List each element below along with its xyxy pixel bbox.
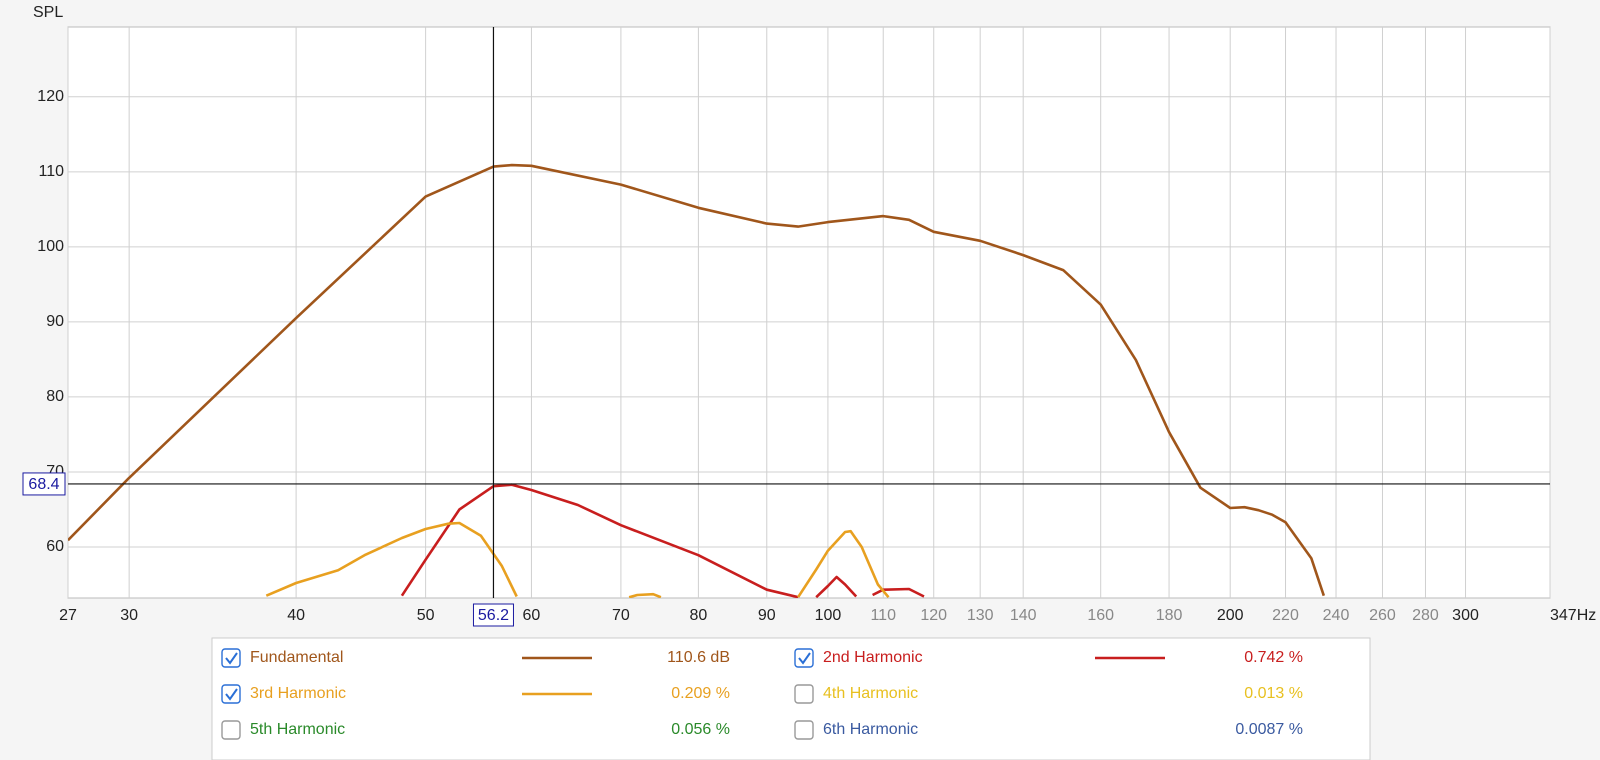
- x-tick-label: 140: [1010, 607, 1037, 624]
- x-tick-label: 240: [1323, 607, 1350, 624]
- x-tick-label: 27: [59, 607, 77, 624]
- y-tick-label: 120: [37, 88, 64, 105]
- series-line: [265, 521, 890, 598]
- legend-readout: 0.742 %: [1244, 649, 1303, 666]
- cursor-y-box: [22, 472, 66, 496]
- x-tick-label: 260: [1369, 607, 1396, 624]
- series-line: [68, 163, 1326, 597]
- x-tick-label: 160: [1087, 607, 1114, 624]
- x-tick-label: 280: [1412, 607, 1439, 624]
- x-tick-label: 90: [758, 607, 776, 624]
- legend-readout: 0.209 %: [671, 685, 730, 702]
- legend-checkbox[interactable]: [221, 648, 241, 668]
- legend-readout: 110.6 dB: [667, 649, 730, 666]
- checkbox-check: [225, 652, 238, 665]
- checkbox-box: [794, 648, 814, 668]
- legend-readout: 0.013 %: [1244, 685, 1303, 702]
- legend-name: 5th Harmonic: [250, 721, 345, 738]
- plot-lines: [68, 163, 1326, 598]
- x-tick-label: 300: [1452, 607, 1479, 624]
- legend-name: 6th Harmonic: [823, 721, 918, 738]
- x-tick-label: 120: [920, 607, 947, 624]
- legend-name: 2nd Harmonic: [823, 649, 923, 666]
- y-tick-label: 110: [38, 163, 64, 180]
- checkbox-check: [225, 688, 238, 701]
- checkbox-box: [221, 648, 241, 668]
- checkbox-check: [798, 652, 811, 665]
- x-tick-label: 30: [120, 607, 138, 624]
- y-tick-label: 100: [37, 238, 64, 255]
- legend-name: 4th Harmonic: [823, 685, 918, 702]
- y-axis-label: SPL: [33, 4, 63, 21]
- x-tick-label: 70: [612, 607, 630, 624]
- series-line: [400, 483, 925, 598]
- legend-readout: 0.056 %: [671, 721, 730, 738]
- cursor-x-box: [472, 603, 514, 627]
- y-tick-label: 90: [46, 313, 64, 330]
- legend-panel: [211, 637, 1371, 760]
- x-tick-label: 130: [967, 607, 994, 624]
- checkbox-box: [794, 720, 814, 740]
- x-tick-label: 220: [1272, 607, 1299, 624]
- checkbox-box: [221, 720, 241, 740]
- y-tick-label: 60: [46, 538, 64, 555]
- legend-name: Fundamental: [250, 649, 343, 666]
- legend-readout: 0.0087 %: [1235, 721, 1303, 738]
- legend-checkbox[interactable]: [794, 684, 814, 704]
- legend-name: 3rd Harmonic: [250, 685, 346, 702]
- legend-checkbox[interactable]: [221, 684, 241, 704]
- x-tick-label: 80: [690, 607, 708, 624]
- x-tick-label: 100: [815, 607, 842, 624]
- legend-checkbox[interactable]: [794, 720, 814, 740]
- cursor-x-label: 56.2: [478, 607, 509, 624]
- x-tick-label: 347Hz: [1550, 607, 1596, 624]
- plot-area: [67, 26, 1551, 599]
- x-tick-label: 50: [417, 607, 435, 624]
- cursor-y-label: 68.4: [28, 476, 59, 493]
- checkbox-box: [221, 684, 241, 704]
- legend-checkbox[interactable]: [221, 720, 241, 740]
- y-tick-label: 80: [46, 388, 64, 405]
- x-tick-label: 60: [523, 607, 541, 624]
- x-tick-label: 200: [1217, 607, 1244, 624]
- x-tick-label: 40: [287, 607, 305, 624]
- x-tick-label: 180: [1156, 607, 1183, 624]
- x-tick-label: 110: [870, 607, 896, 624]
- checkbox-box: [794, 684, 814, 704]
- legend-checkbox[interactable]: [794, 648, 814, 668]
